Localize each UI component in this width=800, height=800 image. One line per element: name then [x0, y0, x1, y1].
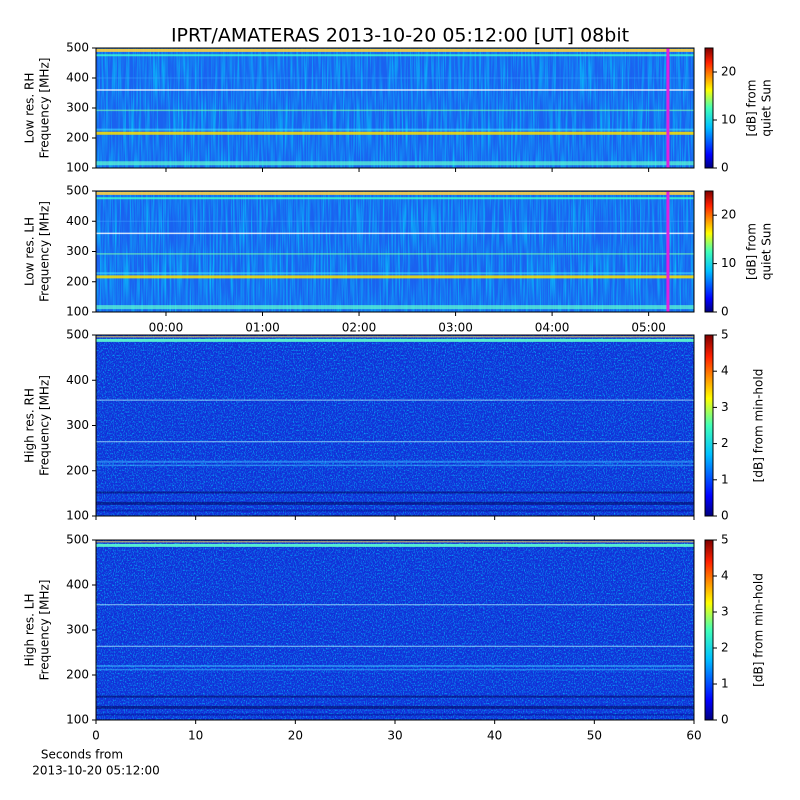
y-tick-label: 500: [66, 328, 89, 342]
x-tick-label: 60: [686, 729, 701, 743]
x-tick-label: 01:00: [245, 321, 280, 335]
y-tick-label: 100: [66, 713, 89, 727]
y-tick-label: 200: [66, 131, 89, 145]
heatmap-texture: [96, 540, 694, 720]
colorbar-label: [dB] from min-hold: [752, 573, 766, 687]
x-axis-label: Seconds from: [41, 748, 123, 762]
x-tick-label: 04:00: [535, 321, 570, 335]
x-axis-label: 2013-10-20 05:12:00: [32, 764, 159, 778]
colorbar-tick-label: 20: [721, 65, 736, 79]
x-tick-label: 05:00: [631, 321, 666, 335]
y-tick-label: 300: [66, 101, 89, 115]
x-tick-label: 40: [487, 729, 502, 743]
y-tick-label: 200: [66, 274, 89, 288]
y-tick-label: 100: [66, 161, 89, 175]
heatmap-texture: [96, 191, 694, 312]
colorbar-tick-label: 0: [721, 509, 729, 523]
colorbar-label: quiet Sun: [760, 223, 774, 280]
colorbar-tick-label: 4: [721, 569, 729, 583]
colorbar-tick-label: 10: [721, 113, 736, 127]
figure-title: IPRT/AMATERAS 2013-10-20 05:12:00 [UT] 0…: [171, 25, 629, 47]
x-tick-label: 00:00: [149, 321, 184, 335]
colorbar-label: [dB] from: [745, 80, 759, 137]
y-axis-label: High res. RH: [23, 388, 37, 463]
y-tick-label: 100: [66, 509, 89, 523]
colorbar-tick-label: 0: [721, 305, 729, 319]
colorbar-label: [dB] from min-hold: [752, 369, 766, 483]
colorbar-tick-label: 10: [721, 256, 736, 270]
y-tick-label: 400: [66, 214, 89, 228]
colorbar-tick-label: 20: [721, 208, 736, 222]
x-tick-label: 50: [587, 729, 602, 743]
y-axis-label: Frequency [MHz]: [38, 375, 52, 476]
y-axis-label: High res. LH: [23, 593, 37, 666]
x-tick-label: 03:00: [438, 321, 473, 335]
y-tick-label: 200: [66, 463, 89, 477]
y-tick-label: 300: [66, 418, 89, 432]
heatmap-texture: [96, 335, 694, 516]
x-tick-label: 10: [188, 729, 203, 743]
colorbar: [704, 190, 714, 313]
x-tick-label: 0: [92, 729, 100, 743]
y-tick-label: 400: [66, 71, 89, 85]
colorbar-tick-label: 2: [721, 641, 729, 655]
y-axis-label: Frequency [MHz]: [38, 201, 52, 302]
x-tick-label: 20: [288, 729, 303, 743]
colorbar-tick-label: 4: [721, 364, 729, 378]
colorbar: [704, 334, 714, 517]
y-tick-label: 200: [66, 668, 89, 682]
colorbar-tick-label: 2: [721, 436, 729, 450]
y-tick-label: 500: [66, 41, 89, 55]
colorbar: [704, 539, 714, 721]
colorbar-tick-label: 0: [721, 713, 729, 727]
colorbar-tick-label: 1: [721, 472, 729, 486]
colorbar-tick-label: 0: [721, 161, 729, 175]
y-tick-label: 400: [66, 373, 89, 387]
heatmap-texture: [96, 48, 694, 168]
colorbar-tick-label: 1: [721, 677, 729, 691]
y-tick-label: 300: [66, 244, 89, 258]
colorbar-tick-label: 5: [721, 328, 729, 342]
y-tick-label: 500: [66, 533, 89, 547]
x-tick-label: 02:00: [342, 321, 377, 335]
y-axis-label: Frequency [MHz]: [38, 58, 52, 159]
colorbar-tick-label: 3: [721, 400, 729, 414]
x-tick-label: 30: [387, 729, 402, 743]
colorbar-tick-label: 5: [721, 533, 729, 547]
y-axis-label: Frequency [MHz]: [38, 580, 52, 681]
y-tick-label: 300: [66, 623, 89, 637]
y-axis-label: Low res. RH: [23, 73, 37, 144]
y-tick-label: 100: [66, 305, 89, 319]
y-axis-label: Low res. LH: [23, 217, 37, 286]
colorbar: [704, 47, 714, 169]
colorbar-tick-label: 3: [721, 605, 729, 619]
colorbar-label: [dB] from: [745, 223, 759, 280]
y-tick-label: 400: [66, 578, 89, 592]
colorbar-label: quiet Sun: [760, 79, 774, 136]
y-tick-label: 500: [66, 184, 89, 198]
